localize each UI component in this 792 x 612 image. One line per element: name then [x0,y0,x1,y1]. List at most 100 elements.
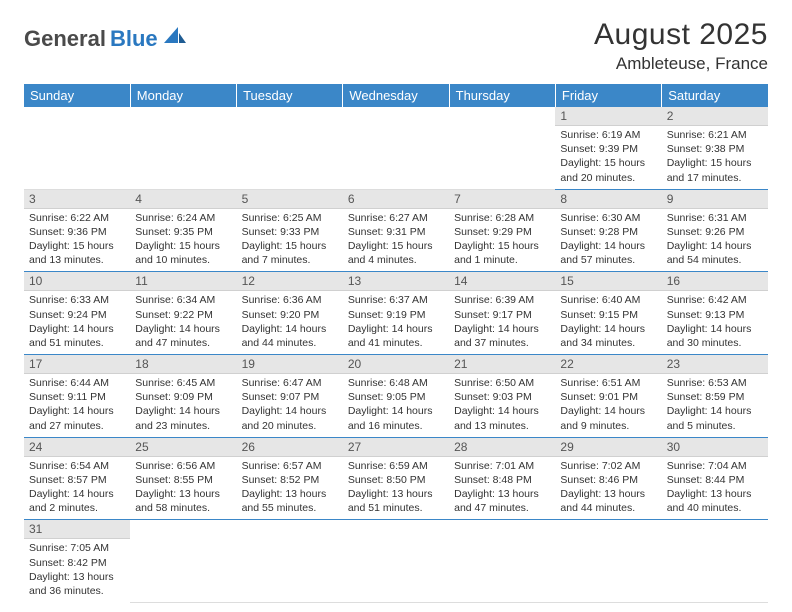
sunset-text: Sunset: 8:44 PM [667,473,763,487]
daylight-text: Daylight: 15 hours and 17 minutes. [667,156,763,184]
daylight-text: Daylight: 14 hours and 44 minutes. [242,322,338,350]
logo: GeneralBlue [24,26,186,52]
sunset-text: Sunset: 8:50 PM [348,473,444,487]
day-details: Sunrise: 6:57 AMSunset: 8:52 PMDaylight:… [237,457,343,520]
sunrise-text: Sunrise: 6:19 AM [560,128,656,142]
day-number: 9 [662,190,768,209]
daylight-text: Daylight: 15 hours and 13 minutes. [29,239,125,267]
sunrise-text: Sunrise: 6:37 AM [348,293,444,307]
calendar-day-cell: 15Sunrise: 6:40 AMSunset: 9:15 PMDayligh… [555,272,661,355]
calendar-day-cell [237,107,343,189]
daylight-text: Daylight: 14 hours and 13 minutes. [454,404,550,432]
day-details: Sunrise: 6:56 AMSunset: 8:55 PMDaylight:… [130,457,236,520]
day-number: 31 [24,520,130,539]
calendar-day-cell: 24Sunrise: 6:54 AMSunset: 8:57 PMDayligh… [24,437,130,520]
daylight-text: Daylight: 14 hours and 37 minutes. [454,322,550,350]
sunrise-text: Sunrise: 6:27 AM [348,211,444,225]
daylight-text: Daylight: 15 hours and 10 minutes. [135,239,231,267]
day-details: Sunrise: 6:59 AMSunset: 8:50 PMDaylight:… [343,457,449,520]
sunset-text: Sunset: 9:28 PM [560,225,656,239]
day-details: Sunrise: 6:33 AMSunset: 9:24 PMDaylight:… [24,291,130,354]
calendar-day-cell: 4Sunrise: 6:24 AMSunset: 9:35 PMDaylight… [130,189,236,272]
day-details: Sunrise: 6:37 AMSunset: 9:19 PMDaylight:… [343,291,449,354]
calendar-week-row: 31Sunrise: 7:05 AMSunset: 8:42 PMDayligh… [24,520,768,602]
sunrise-text: Sunrise: 6:51 AM [560,376,656,390]
day-details: Sunrise: 6:51 AMSunset: 9:01 PMDaylight:… [555,374,661,437]
calendar-week-row: 1Sunrise: 6:19 AMSunset: 9:39 PMDaylight… [24,107,768,189]
day-number: 17 [24,355,130,374]
calendar-day-cell: 12Sunrise: 6:36 AMSunset: 9:20 PMDayligh… [237,272,343,355]
sunrise-text: Sunrise: 6:22 AM [29,211,125,225]
day-number: 8 [555,190,661,209]
day-number: 22 [555,355,661,374]
day-number: 29 [555,438,661,457]
daylight-text: Daylight: 15 hours and 7 minutes. [242,239,338,267]
sunrise-text: Sunrise: 6:33 AM [29,293,125,307]
day-number: 12 [237,272,343,291]
day-number: 13 [343,272,449,291]
sunset-text: Sunset: 9:35 PM [135,225,231,239]
calendar-day-cell [449,520,555,602]
day-number: 7 [449,190,555,209]
sunset-text: Sunset: 9:13 PM [667,308,763,322]
calendar-day-cell: 21Sunrise: 6:50 AMSunset: 9:03 PMDayligh… [449,355,555,438]
day-details: Sunrise: 7:04 AMSunset: 8:44 PMDaylight:… [662,457,768,520]
day-details: Sunrise: 6:44 AMSunset: 9:11 PMDaylight:… [24,374,130,437]
calendar-day-cell [343,107,449,189]
calendar-day-cell [662,520,768,602]
calendar-day-cell: 14Sunrise: 6:39 AMSunset: 9:17 PMDayligh… [449,272,555,355]
sunset-text: Sunset: 8:59 PM [667,390,763,404]
logo-text-blue: Blue [110,26,158,52]
day-number: 21 [449,355,555,374]
calendar-day-cell: 31Sunrise: 7:05 AMSunset: 8:42 PMDayligh… [24,520,130,602]
sunset-text: Sunset: 9:24 PM [29,308,125,322]
sunset-text: Sunset: 9:33 PM [242,225,338,239]
sunset-text: Sunset: 9:38 PM [667,142,763,156]
day-number: 5 [237,190,343,209]
day-details: Sunrise: 6:42 AMSunset: 9:13 PMDaylight:… [662,291,768,354]
day-details: Sunrise: 6:54 AMSunset: 8:57 PMDaylight:… [24,457,130,520]
calendar-day-cell: 2Sunrise: 6:21 AMSunset: 9:38 PMDaylight… [662,107,768,189]
daylight-text: Daylight: 14 hours and 51 minutes. [29,322,125,350]
day-details: Sunrise: 7:01 AMSunset: 8:48 PMDaylight:… [449,457,555,520]
day-number: 15 [555,272,661,291]
daylight-text: Daylight: 14 hours and 34 minutes. [560,322,656,350]
daylight-text: Daylight: 15 hours and 20 minutes. [560,156,656,184]
calendar-week-row: 24Sunrise: 6:54 AMSunset: 8:57 PMDayligh… [24,437,768,520]
calendar-day-cell: 26Sunrise: 6:57 AMSunset: 8:52 PMDayligh… [237,437,343,520]
sunset-text: Sunset: 9:29 PM [454,225,550,239]
calendar-day-cell: 17Sunrise: 6:44 AMSunset: 9:11 PMDayligh… [24,355,130,438]
day-details: Sunrise: 6:39 AMSunset: 9:17 PMDaylight:… [449,291,555,354]
title-block: August 2025 Ambleteuse, France [594,18,768,74]
weekday-header: Saturday [662,84,768,107]
day-details: Sunrise: 6:40 AMSunset: 9:15 PMDaylight:… [555,291,661,354]
sunset-text: Sunset: 9:01 PM [560,390,656,404]
daylight-text: Daylight: 13 hours and 51 minutes. [348,487,444,515]
sunrise-text: Sunrise: 6:44 AM [29,376,125,390]
daylight-text: Daylight: 13 hours and 55 minutes. [242,487,338,515]
day-details: Sunrise: 6:36 AMSunset: 9:20 PMDaylight:… [237,291,343,354]
day-number: 11 [130,272,236,291]
daylight-text: Daylight: 14 hours and 41 minutes. [348,322,444,350]
calendar-day-cell [555,520,661,602]
sunrise-text: Sunrise: 6:54 AM [29,459,125,473]
sunset-text: Sunset: 9:11 PM [29,390,125,404]
weekday-header: Monday [130,84,236,107]
calendar-day-cell: 25Sunrise: 6:56 AMSunset: 8:55 PMDayligh… [130,437,236,520]
sunset-text: Sunset: 9:36 PM [29,225,125,239]
day-number: 4 [130,190,236,209]
sunset-text: Sunset: 9:15 PM [560,308,656,322]
daylight-text: Daylight: 14 hours and 57 minutes. [560,239,656,267]
sunset-text: Sunset: 8:57 PM [29,473,125,487]
calendar-body: 1Sunrise: 6:19 AMSunset: 9:39 PMDaylight… [24,107,768,602]
calendar-day-cell: 22Sunrise: 6:51 AMSunset: 9:01 PMDayligh… [555,355,661,438]
sunset-text: Sunset: 9:17 PM [454,308,550,322]
sunset-text: Sunset: 9:03 PM [454,390,550,404]
sunrise-text: Sunrise: 6:59 AM [348,459,444,473]
sunset-text: Sunset: 8:42 PM [29,556,125,570]
day-details: Sunrise: 6:22 AMSunset: 9:36 PMDaylight:… [24,209,130,272]
sunrise-text: Sunrise: 6:56 AM [135,459,231,473]
day-details: Sunrise: 6:28 AMSunset: 9:29 PMDaylight:… [449,209,555,272]
calendar-day-cell [343,520,449,602]
calendar-day-cell: 29Sunrise: 7:02 AMSunset: 8:46 PMDayligh… [555,437,661,520]
